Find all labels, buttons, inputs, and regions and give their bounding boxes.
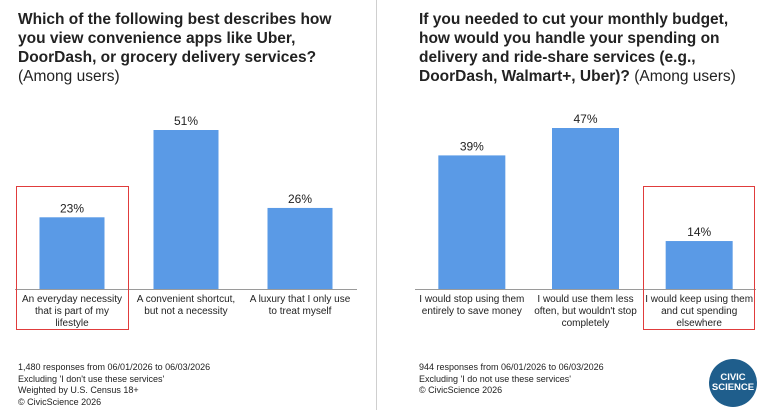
left-chart-title: Which of the following best describes ho… (18, 10, 363, 86)
left-title-subtitle: (Among users) (18, 68, 120, 85)
left-chart-panel: Which of the following best describes ho… (0, 0, 376, 410)
right-category-label-2: I would use them less often, but wouldn't… (534, 294, 637, 329)
logo-line-1: CIVIC (720, 372, 746, 383)
left-value-label-1: 23% (60, 201, 84, 215)
right-category-label-1: I would stop using them entirely to save … (419, 294, 524, 317)
left-title-text: Which of the following best describes ho… (18, 11, 332, 66)
left-bar-1 (39, 217, 105, 289)
left-note-weighted: Weighted by U.S. Census 18+ (18, 385, 139, 395)
right-note-excluding: Excluding 'I do not use these services' (419, 373, 572, 384)
right-chart-panel: If you needed to cut your monthly budget… (377, 0, 768, 410)
right-highlight-box (642, 186, 756, 330)
left-chart-notes: 1,480 responses from 06/01/2026 to 06/03… (18, 362, 210, 408)
left-category-label-1: An everyday necessity that is part of my l… (22, 294, 122, 329)
left-value-label-3: 26% (288, 192, 312, 206)
panel-divider (376, 0, 377, 410)
left-bar-3 (267, 207, 333, 289)
right-bar-1 (438, 155, 506, 289)
right-title-text: If you needed to cut your monthly budget… (419, 11, 729, 85)
right-bar-2 (552, 128, 619, 289)
right-value-label-3: 14% (687, 225, 711, 239)
left-highlight-box (15, 186, 129, 330)
left-note-excluding: Excluding 'I don't use these services' (18, 373, 165, 384)
left-bar-2 (153, 130, 219, 289)
civicscience-logo: CIVIC SCIENCE (709, 359, 757, 407)
right-chart-title: If you needed to cut your monthly budget… (419, 10, 759, 86)
right-bar-chart: 39% I would stop using them entirely to sa… (415, 112, 756, 329)
right-category-label-3: I would keep using them and cut spending e… (645, 294, 753, 329)
left-value-label-2: 51% (174, 114, 198, 128)
right-title-subtitle: (Among users) (634, 68, 736, 85)
right-note-copyright: © CivicScience 2026 (419, 385, 503, 395)
left-bar-chart: 23% An everyday necessity that is part of … (15, 114, 357, 329)
left-note-copyright: © CivicScience 2026 (18, 396, 102, 407)
left-category-label-3: A luxury that I only use to treat myself (250, 294, 351, 317)
right-bar-3 (665, 241, 733, 289)
logo-line-2: SCIENCE (711, 382, 755, 393)
left-note-responses: 1,480 responses from 06/01/2026 to 06/03… (18, 362, 211, 372)
left-category-label-2: A convenient shortcut, but not a necessit… (137, 294, 235, 317)
right-value-label-2: 47% (573, 112, 597, 126)
right-chart-notes: 944 responses from 06/01/2026 to 06/03/2… (419, 362, 604, 397)
right-value-label-1: 39% (460, 139, 484, 153)
right-note-responses: 944 responses from 06/01/2026 to 06/03/2… (419, 362, 604, 372)
